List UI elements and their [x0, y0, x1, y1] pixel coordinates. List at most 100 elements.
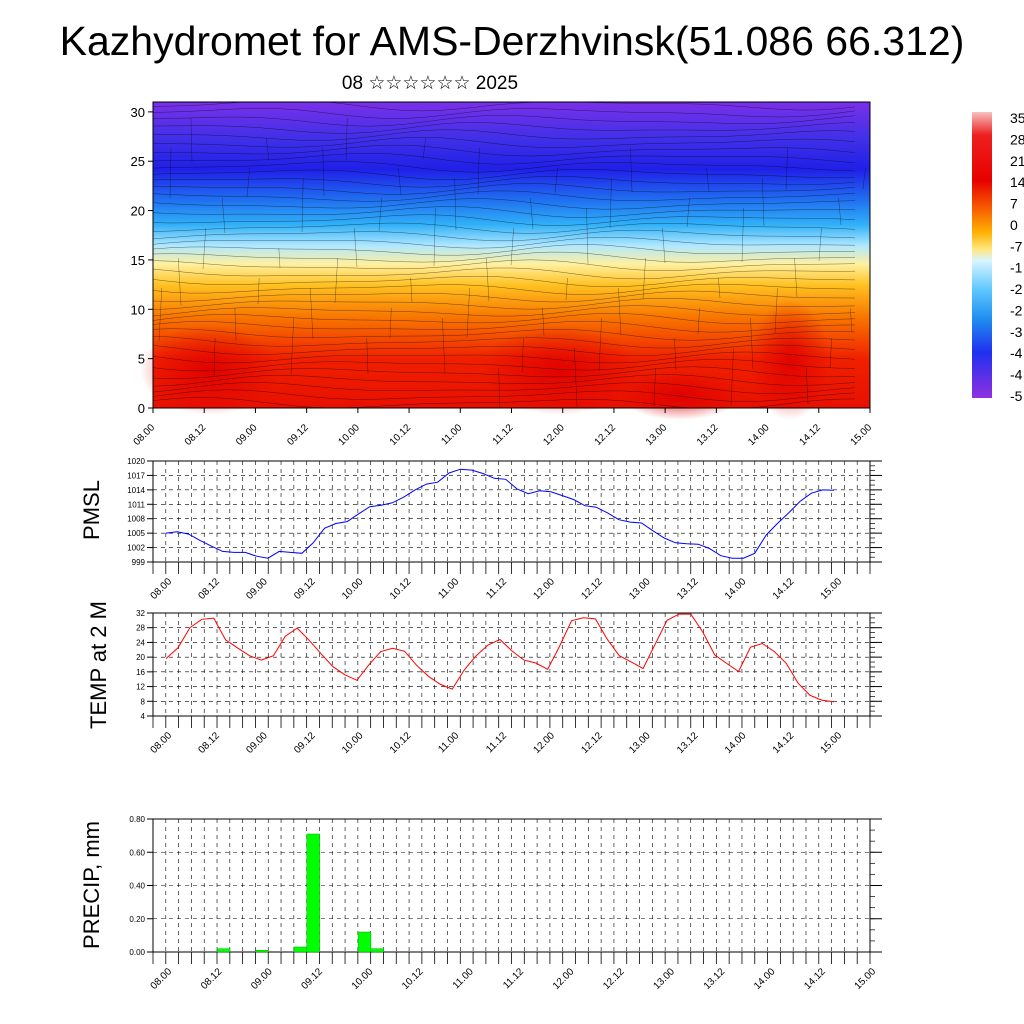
wind-barb	[310, 287, 314, 340]
wind-barb	[806, 367, 809, 405]
y-tick-label: 16	[136, 668, 145, 677]
streamline	[153, 344, 856, 356]
x-tick-label: 14.00	[723, 576, 749, 602]
x-tick-label: 09.12	[292, 576, 318, 602]
x-tick-label: 11.00	[436, 730, 461, 755]
x-tick-label: 13.00	[627, 730, 653, 756]
streamline	[153, 366, 856, 379]
streamline	[153, 183, 856, 195]
x-tick-label: 13.12	[702, 966, 728, 992]
y-tick-label: 8	[141, 697, 146, 706]
x-tick-label: 12.12	[593, 422, 619, 448]
pmsl-panel: 999 1002 1005 1008 1011 1014 1017 1020 PMSL 08.00…	[79, 457, 882, 602]
y-axis-label: PMSL	[79, 480, 104, 540]
colorbar-label: -1	[1010, 260, 1023, 276]
y-tick-label: 12	[136, 683, 145, 692]
wind-barb	[454, 177, 457, 231]
colorbar-ramp	[972, 112, 992, 398]
streamline	[153, 290, 856, 303]
streamline	[153, 320, 856, 333]
x-tick-label: 09.12	[292, 730, 318, 756]
x-tick-label: 12.12	[601, 966, 627, 992]
x-tick-label: 15.00	[819, 730, 845, 756]
streamline	[153, 108, 856, 119]
wind-barb	[322, 147, 325, 197]
streamline	[153, 176, 856, 188]
y-tick-label: 1017	[127, 471, 145, 480]
y-tick-label: 0	[138, 401, 145, 416]
wind-barb	[246, 167, 251, 198]
streamline	[153, 297, 856, 310]
x-tick-label: 14.00	[752, 966, 778, 992]
x-tick-label: 08.12	[199, 966, 225, 992]
streamline	[153, 374, 856, 387]
x-tick-label: 11.12	[501, 966, 526, 991]
precip-bar	[370, 948, 384, 953]
colorbar-label: -3	[1010, 324, 1023, 340]
wind-barb	[741, 207, 744, 263]
y-tick-label: 10	[131, 302, 145, 317]
x-tick-label: 08.00	[149, 730, 175, 756]
streamline	[153, 382, 856, 394]
y-tick-label: 30	[131, 105, 145, 120]
chart-subtitle: 08 ☆☆☆☆☆☆ 2025	[341, 73, 519, 94]
wind-barb	[334, 257, 338, 304]
x-tick-label: 11.00	[451, 966, 476, 991]
streamline	[153, 259, 856, 271]
wind-barb	[794, 257, 798, 298]
precip-panel: 0.00 0.20 0.40 0.60 0.80 PRECIP, mm 08.00 08.12…	[79, 815, 882, 992]
wind-barb	[301, 177, 304, 233]
colorbar-label: 7	[1010, 196, 1018, 212]
wind-barb	[849, 307, 853, 333]
wind-barb	[785, 147, 788, 191]
colorbar-label: -4	[1010, 345, 1023, 361]
x-tick-label: 09.12	[285, 422, 311, 448]
x-tick-label: 11.00	[436, 576, 461, 601]
y-tick-label: 0.60	[129, 848, 145, 857]
x-tick-label: 13.12	[675, 576, 701, 602]
wind-barb	[838, 197, 842, 226]
streamline	[153, 137, 856, 148]
streamline	[153, 190, 856, 202]
wind-barb	[213, 337, 216, 377]
wind-barb	[697, 307, 700, 335]
warm-core	[750, 300, 830, 420]
y-axis-label: TEMP at 2 M	[86, 601, 111, 729]
x-tick-label: 11.12	[484, 576, 509, 601]
wind-barb	[598, 317, 602, 372]
y-tick-label: 0.00	[129, 948, 145, 957]
wind-barb	[410, 277, 413, 303]
wind-barb	[642, 257, 646, 300]
chart-title: Kazhydromet for AMS-Derzhvinsk(51.086 66…	[59, 18, 965, 64]
wind-barb	[234, 307, 237, 341]
wind-barb	[718, 277, 721, 299]
colorbar-label: -5	[1010, 388, 1023, 404]
x-tick-label: 10.12	[400, 966, 426, 992]
y-tick-label: 0.80	[129, 815, 145, 824]
colorbar: 35 28 21 14 7 0 -7 -1 -2 -2 -3 -4 -4 -5	[972, 110, 1024, 404]
wind-barb	[442, 317, 446, 374]
streamline	[153, 275, 856, 288]
x-tick-label: 14.12	[797, 422, 823, 448]
wind-barb	[466, 287, 470, 338]
wind-barb	[706, 167, 710, 192]
wind-streamlines	[153, 102, 866, 408]
x-tick-label: 10.12	[388, 422, 414, 448]
wind-barb	[498, 367, 501, 408]
streamline	[153, 236, 856, 249]
x-tick-label: 15.00	[853, 966, 879, 992]
colorbar-label: 0	[1010, 217, 1018, 233]
wind-barb	[389, 307, 392, 339]
y-tick-label: 4	[141, 712, 146, 721]
wind-barb	[290, 317, 295, 376]
streamline	[153, 359, 856, 372]
streamline	[153, 169, 856, 180]
y-tick-label: 24	[136, 638, 145, 647]
colorbar-label: -2	[1010, 302, 1023, 318]
wind-barb	[574, 347, 578, 408]
y-tick-label: 1020	[127, 457, 145, 466]
x-tick-label: 14.12	[771, 576, 797, 602]
wind-barb	[169, 147, 172, 199]
x-tick-label: 09.12	[300, 966, 326, 992]
cross-section-panel: 0 5 10 15 20 25 30 08.00 08.12 09.00 09.12 10.00 10.…	[131, 101, 874, 448]
